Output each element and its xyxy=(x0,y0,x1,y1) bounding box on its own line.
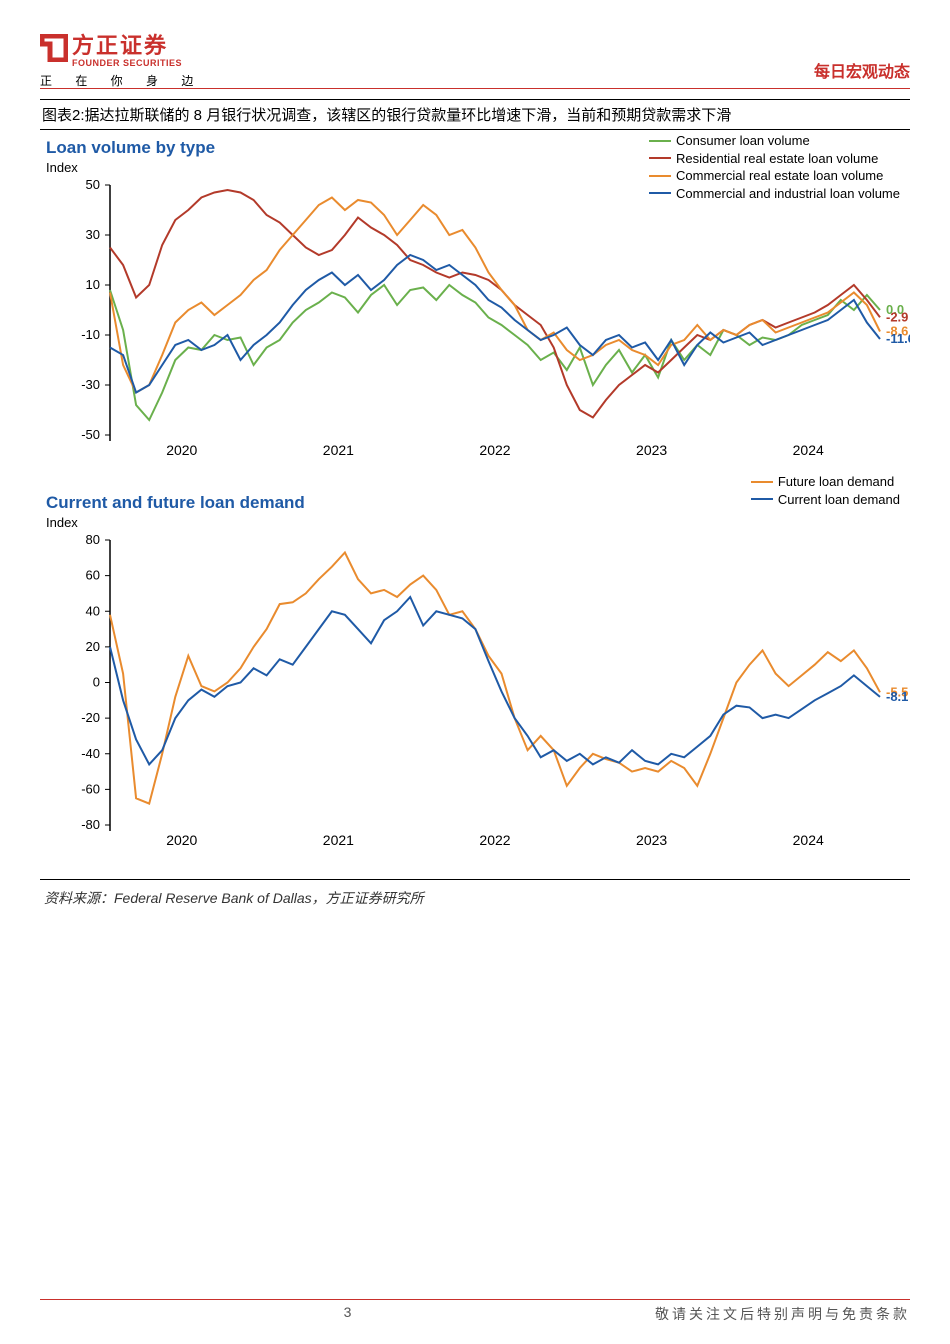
header-category: 每日宏观动态 xyxy=(814,58,910,82)
svg-text:60: 60 xyxy=(86,568,100,583)
svg-text:2023: 2023 xyxy=(636,832,667,848)
legend-label: Residential real estate loan volume xyxy=(676,150,878,168)
legend-label: Consumer loan volume xyxy=(676,132,810,150)
chart2-ylabel: Index xyxy=(46,515,910,530)
svg-text:40: 40 xyxy=(86,603,100,618)
brand-name-en: FOUNDER SECURITIES xyxy=(72,58,182,68)
svg-text:-30: -30 xyxy=(81,377,100,392)
page-footer: 3 敬请关注文后特别声明与免责条款 xyxy=(40,1299,910,1324)
svg-text:2024: 2024 xyxy=(793,442,824,458)
chart-loan-volume-by-type: Loan volume by type Consumer loan volume… xyxy=(40,138,910,485)
chart1-legend: Consumer loan volumeResidential real est… xyxy=(649,132,900,202)
legend-item: Commercial and industrial loan volume xyxy=(649,185,900,203)
svg-text:0: 0 xyxy=(93,675,100,690)
svg-text:-50: -50 xyxy=(81,427,100,442)
legend-label: Future loan demand xyxy=(778,473,894,491)
chart-current-future-loan-demand: Current and future loan demand Future lo… xyxy=(40,493,910,875)
svg-text:2022: 2022 xyxy=(479,832,510,848)
brand-logo-icon xyxy=(40,34,68,62)
svg-text:30: 30 xyxy=(86,227,100,242)
page-header: 方正证券 FOUNDER SECURITIES 正 在 你 身 边 每日宏观动态 xyxy=(40,28,910,86)
svg-text:-20: -20 xyxy=(81,710,100,725)
svg-text:20: 20 xyxy=(86,639,100,654)
svg-text:2022: 2022 xyxy=(479,442,510,458)
legend-item: Commercial real estate loan volume xyxy=(649,167,900,185)
legend-label: Commercial and industrial loan volume xyxy=(676,185,900,203)
legend-label: Commercial real estate loan volume xyxy=(676,167,883,185)
svg-text:2021: 2021 xyxy=(323,442,354,458)
chart2-legend: Future loan demandCurrent loan demand xyxy=(751,473,900,508)
legend-item: Consumer loan volume xyxy=(649,132,900,150)
chart1-svg: -50-30-10103050202020212022202320240.0-2… xyxy=(40,175,910,485)
source-line: 资料来源：Federal Reserve Bank of Dallas，方正证券… xyxy=(40,888,910,908)
svg-text:2020: 2020 xyxy=(166,442,197,458)
svg-text:-2.9: -2.9 xyxy=(886,309,908,324)
legend-item: Future loan demand xyxy=(751,473,900,491)
svg-text:-8.1: -8.1 xyxy=(886,689,908,704)
svg-text:-11.6: -11.6 xyxy=(886,331,910,346)
brand-name-cn: 方正证券 xyxy=(72,28,168,60)
svg-text:2023: 2023 xyxy=(636,442,667,458)
svg-text:80: 80 xyxy=(86,532,100,547)
svg-text:-40: -40 xyxy=(81,746,100,761)
legend-item: Residential real estate loan volume xyxy=(649,150,900,168)
svg-text:2021: 2021 xyxy=(323,832,354,848)
legend-label: Current loan demand xyxy=(778,491,900,509)
svg-text:10: 10 xyxy=(86,277,100,292)
figure-caption: 图表2:据达拉斯联储的 8 月银行状况调查，该辖区的银行贷款量环比增速下滑，当前… xyxy=(40,99,910,130)
page-number: 3 xyxy=(344,1304,352,1324)
legend-item: Current loan demand xyxy=(751,491,900,509)
footer-rule xyxy=(40,1299,910,1300)
svg-text:2020: 2020 xyxy=(166,832,197,848)
brand-tagline: 正 在 你 身 边 xyxy=(40,72,203,89)
svg-text:-60: -60 xyxy=(81,781,100,796)
footer-disclaimer: 敬请关注文后特别声明与免责条款 xyxy=(655,1304,910,1324)
svg-text:-80: -80 xyxy=(81,817,100,832)
svg-text:-10: -10 xyxy=(81,327,100,342)
chart-block-bottom-rule xyxy=(40,879,910,880)
chart2-svg: -80 -60 -40 -20 0 20 40 60 80 2020 2021 2022 2023 202… xyxy=(40,530,910,875)
svg-text:50: 50 xyxy=(86,177,100,192)
svg-text:2024: 2024 xyxy=(793,832,824,848)
brand-logo-block: 方正证券 FOUNDER SECURITIES 正 在 你 身 边 xyxy=(40,28,203,89)
